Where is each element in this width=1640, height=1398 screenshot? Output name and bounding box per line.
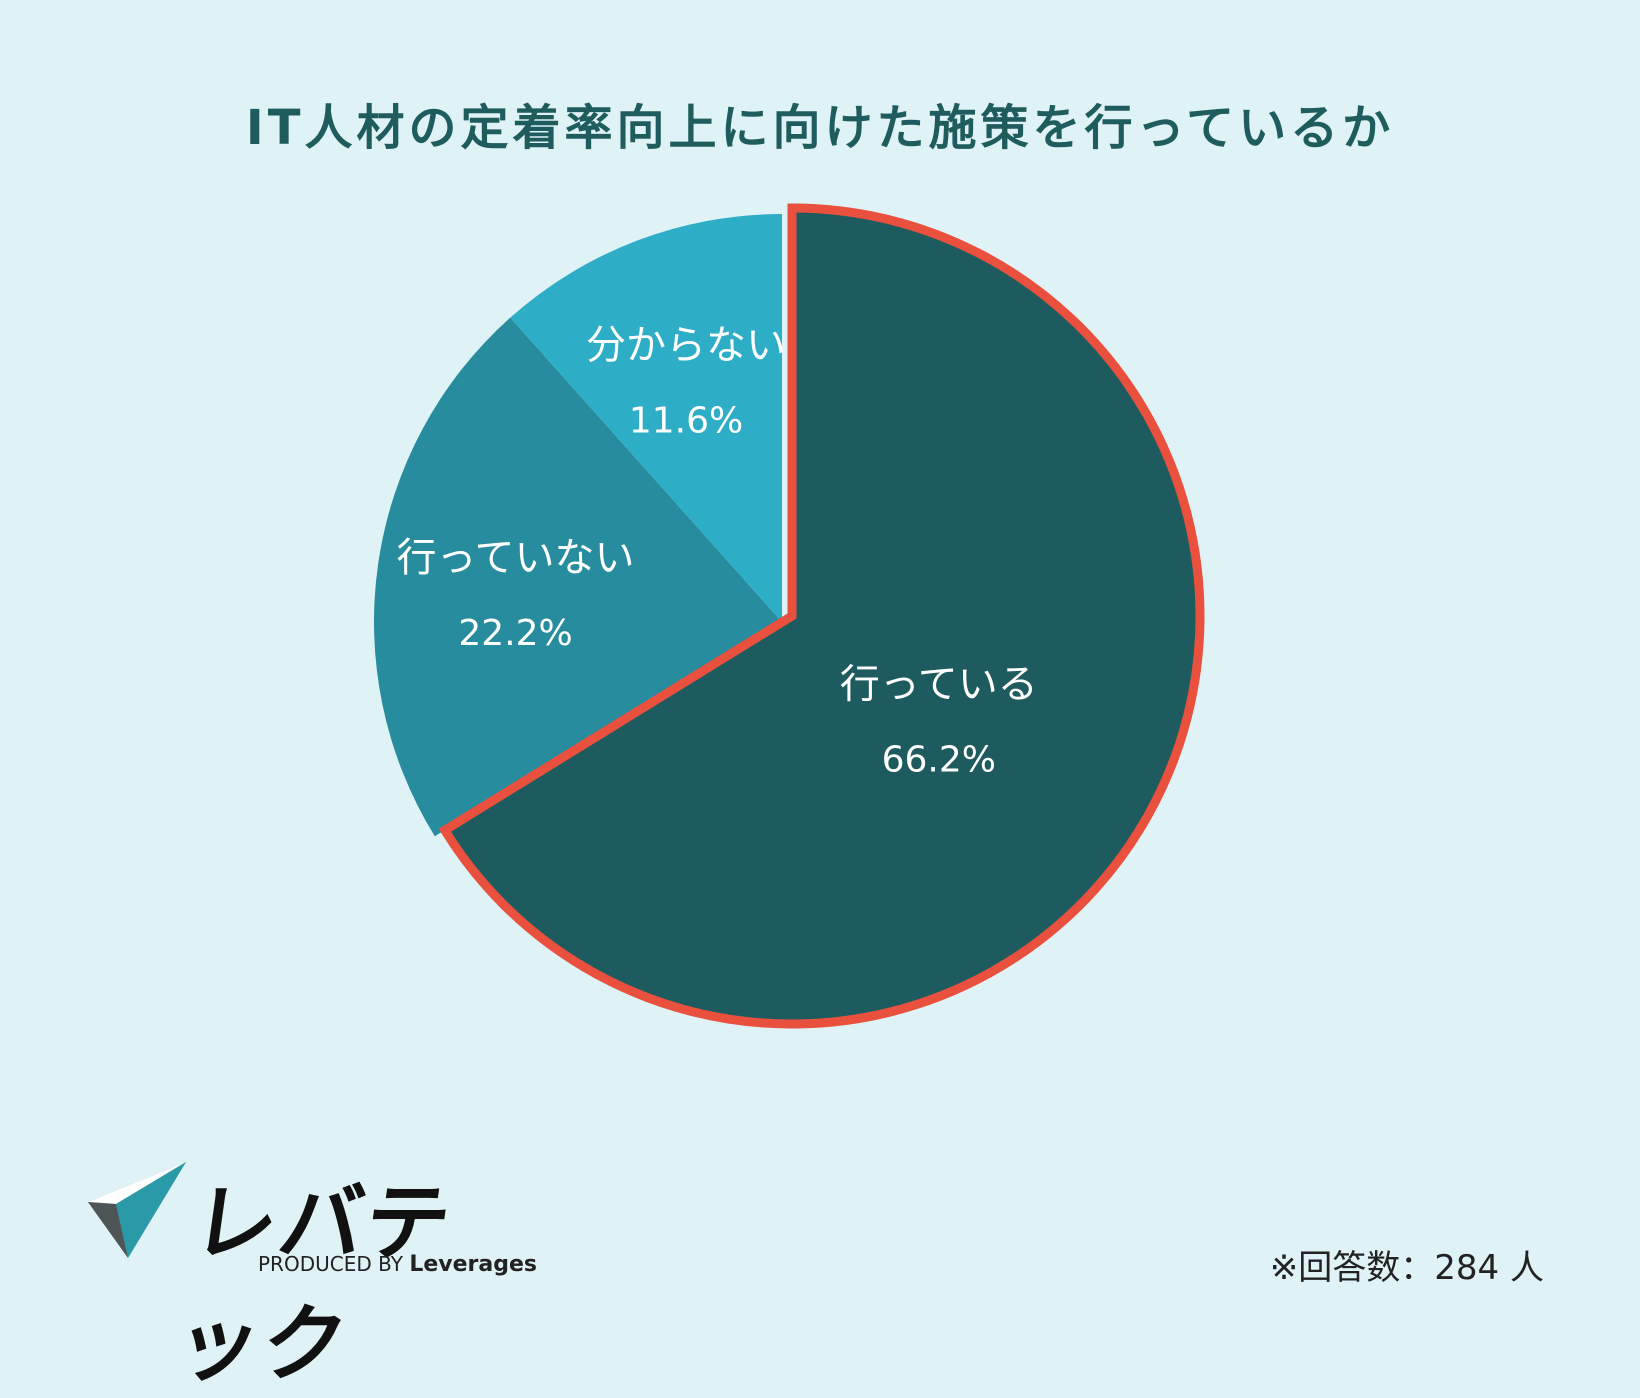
logo-mark-icon [88, 1162, 186, 1258]
pie-slice-1 [374, 317, 782, 837]
logo-wordmark: レバテック [169, 1174, 459, 1393]
slice-label-0: 行っている [840, 661, 1038, 707]
slice-value-0: 66.2% [882, 739, 996, 780]
respondent-count: ※回答数：284 人 [1269, 1248, 1544, 1288]
logo-tagline-prefix: PRODUCED BY [258, 1252, 403, 1276]
chart-title: IT人材の定着率向上に向けた施策を行っているか [245, 100, 1395, 156]
pie-chart: 行っている 66.2% 行っていない 22.2% 分からない 11.6% [374, 203, 1205, 1029]
slice-value-1: 22.2% [458, 613, 572, 654]
levtech-logo: レバテック PRODUCED BY Leverages [86, 1160, 537, 1393]
pie-slice-2 [510, 214, 782, 622]
slice-value-2: 11.6% [629, 400, 743, 441]
logo-tagline: PRODUCED BY Leverages [258, 1252, 537, 1277]
slice-label-2: 分からない [586, 322, 786, 368]
pie-slice-0 [444, 208, 1200, 1025]
slice-label-1: 行っていない [397, 535, 635, 581]
highlight-outline [438, 203, 1205, 1029]
logo-tagline-brand: Leverages [409, 1252, 537, 1277]
